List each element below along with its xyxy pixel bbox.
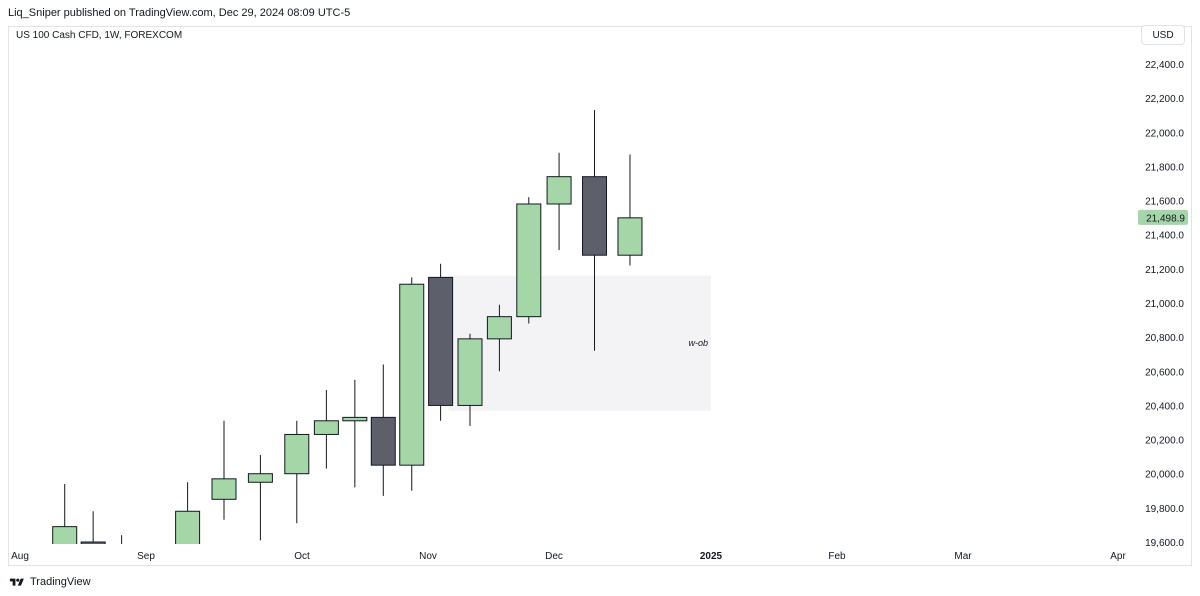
last-price-bg xyxy=(1138,209,1188,225)
candle-body xyxy=(80,541,106,544)
time-tick-label: Oct xyxy=(294,551,310,562)
chart-frame xyxy=(8,26,1192,566)
candle-10[interactable] xyxy=(370,364,396,496)
candle-body xyxy=(342,416,368,422)
publish-header: Liq_Sniper published on TradingView.com,… xyxy=(8,7,351,19)
chart-symbol-title: US 100 Cash CFD, 1W, FOREXCOM xyxy=(16,30,183,41)
footer-brand: TradingView xyxy=(30,576,91,588)
price-tick-label: 21,800.0 xyxy=(1145,162,1184,173)
candle-7[interactable] xyxy=(284,420,310,524)
candle-4[interactable] xyxy=(175,482,201,550)
last-price-badge: 21,498.9 xyxy=(1138,209,1188,225)
price-tick-label: 19,800.0 xyxy=(1145,504,1184,515)
price-tick-label: 20,800.0 xyxy=(1145,333,1184,344)
price-tick-label: 22,400.0 xyxy=(1145,60,1184,71)
price-axis[interactable]: 19,600.0 19,800.0 20,000.0 20,200.0 20,400.0… xyxy=(1145,60,1184,549)
candle-body xyxy=(211,478,237,500)
candle-body xyxy=(284,433,310,475)
candle-body xyxy=(399,283,425,466)
time-tick-label: Mar xyxy=(954,551,972,562)
candle-body xyxy=(457,338,483,406)
time-tick-label: Nov xyxy=(419,551,437,562)
price-tick-label: 21,600.0 xyxy=(1145,197,1184,208)
candle-16[interactable] xyxy=(546,152,572,251)
price-tick-label: 20,200.0 xyxy=(1145,436,1184,447)
candle-6[interactable] xyxy=(247,454,273,541)
candle-12[interactable] xyxy=(428,263,454,421)
candle-18[interactable] xyxy=(617,154,643,266)
time-tick-label: Feb xyxy=(828,551,846,562)
candle-8[interactable] xyxy=(313,390,339,469)
candle-body xyxy=(486,316,512,340)
candle-body xyxy=(617,217,643,256)
price-tick-label: 20,400.0 xyxy=(1145,401,1184,412)
candle-0[interactable] xyxy=(52,483,78,566)
candle-body xyxy=(313,420,339,435)
candle-body xyxy=(110,547,134,559)
price-tick-label: 22,000.0 xyxy=(1145,128,1184,139)
candle-body xyxy=(516,203,542,318)
footer: TradingView xyxy=(9,574,91,590)
candle-11[interactable] xyxy=(399,277,425,491)
price-tick-label: 21,000.0 xyxy=(1145,299,1184,310)
currency-button[interactable]: USD xyxy=(1141,25,1185,45)
order-block-zone xyxy=(448,275,711,411)
time-axis[interactable]: Aug Sep Oct Nov Dec 2025 Feb Mar Apr xyxy=(11,551,1126,562)
price-tick-label: 21,200.0 xyxy=(1145,265,1184,276)
price-tick-label: 19,600.0 xyxy=(1145,538,1184,549)
candlestick-chart[interactable]: w-ob 19,600.0 19,800.0 20,000.0 20,200.0 20,4… xyxy=(0,0,1200,566)
candle-14[interactable] xyxy=(486,304,512,372)
price-tick-label: 20,000.0 xyxy=(1145,470,1184,481)
candle-5[interactable] xyxy=(211,420,237,520)
time-tick-label: Aug xyxy=(11,551,29,562)
tradingview-logo-icon xyxy=(9,578,24,586)
candle-15[interactable] xyxy=(516,197,542,324)
price-tick-label: 22,200.0 xyxy=(1145,94,1184,105)
candle-body xyxy=(175,510,201,544)
time-tick-label: Dec xyxy=(545,551,563,562)
candle-1[interactable] xyxy=(80,511,106,566)
time-tick-label: Apr xyxy=(1110,551,1126,562)
candle-13[interactable] xyxy=(457,333,483,426)
candle-body xyxy=(370,416,396,466)
candle-2[interactable] xyxy=(110,535,134,566)
price-tick-label: 20,600.0 xyxy=(1145,367,1184,378)
candle-body xyxy=(428,276,454,406)
price-tick-label: 21,400.0 xyxy=(1145,231,1184,242)
candle-body xyxy=(546,176,572,205)
candle-17[interactable] xyxy=(582,110,608,351)
plot-area: w-ob xyxy=(52,110,711,566)
last-price-label: 21,498.9 xyxy=(1146,213,1185,224)
candle-body xyxy=(582,176,608,256)
candle-9[interactable] xyxy=(342,379,368,488)
candle-body xyxy=(247,473,273,483)
time-tick-label: Sep xyxy=(137,551,155,562)
time-tick-label: 2025 xyxy=(700,551,723,562)
zone-label: w-ob xyxy=(688,338,708,348)
candle-body xyxy=(52,526,78,544)
